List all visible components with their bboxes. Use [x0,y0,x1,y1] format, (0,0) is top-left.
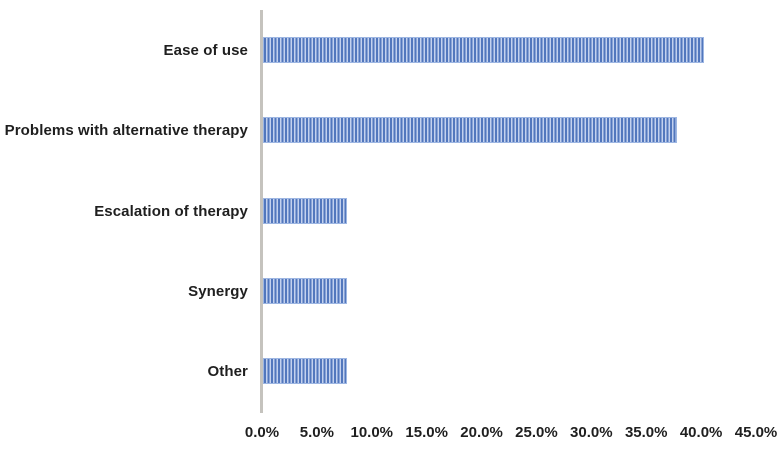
category-label-other: Other [207,362,248,380]
x-tick-label: 10.0% [350,424,394,441]
x-tick-label: 35.0% [624,424,668,441]
category-label-ease-of-use: Ease of use [163,41,248,59]
x-tick-label: 20.0% [460,424,503,441]
x-tick-label: 25.0% [515,424,558,441]
category-label-problems-with-alternative-therapy: Problems with alternative therapy [4,121,248,139]
x-tick-label: 5.0% [299,424,334,441]
category-label-synergy: Synergy [188,282,248,300]
x-tick-label: 15.0% [405,424,448,441]
x-tick-label: 0.0% [244,424,280,441]
category-label-escalation-of-therapy: Escalation of therapy [94,202,248,220]
bar-problems-with-alternative-therapy [263,117,677,143]
bar-escalation-of-therapy [263,198,347,224]
x-tick-label: 30.0% [570,424,613,441]
chart-row: Ease of use [0,10,782,90]
x-tick-label: 45.0% [734,424,778,441]
bar-ease-of-use [263,37,704,63]
bar-other [263,358,347,384]
chart-row: Escalation of therapy [0,171,782,251]
x-axis-tick-labels: 0.0% 5.0% 10.0% 15.0% 20.0% 25.0% 30.0% … [245,424,777,444]
y-axis-line [260,10,263,413]
chart-row: Synergy [0,251,782,331]
x-tick-label: 40.0% [679,424,723,441]
bar-synergy [263,278,347,304]
chart-row: Problems with alternative therapy [0,90,782,170]
chart-row: Other [0,331,782,411]
